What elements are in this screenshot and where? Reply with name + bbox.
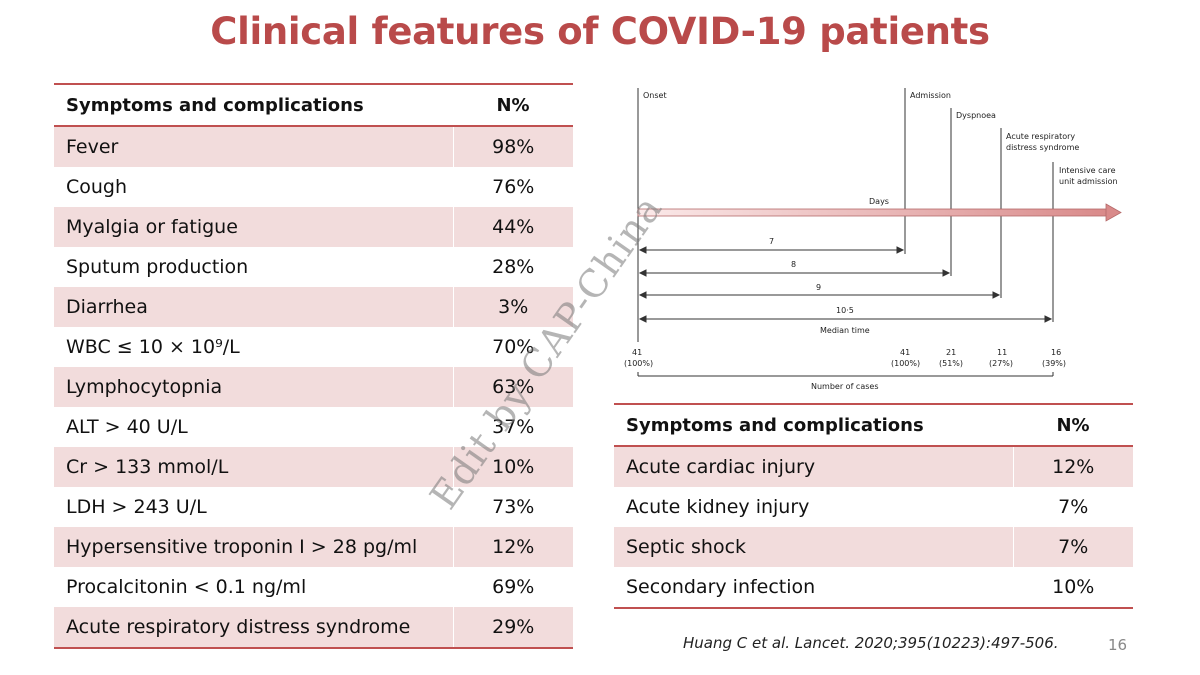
column-header-percent: N% [1056,414,1090,436]
row-label: Lymphocytopnia [54,367,453,407]
row-label: Myalgia or fatigue [54,207,453,247]
row-percent: 44% [452,207,573,247]
case-count-dyspnoea: 21 [946,348,956,357]
interval-dyspnoea: 8 [791,260,796,269]
table-row: Acute kidney injury 7% [614,487,1133,527]
row-percent: 12% [452,527,573,567]
row-percent: 29% [452,607,573,648]
table-header-row: Symptoms and complications N% [54,84,573,126]
table-row: Acute cardiac injury 12% [614,446,1133,487]
row-percent: 70% [452,327,573,367]
event-onset: Onset [643,91,667,100]
row-label: ALT > 40 U/L [66,416,188,438]
table-row: Fever 98% [54,126,573,167]
row-percent: 7% [1012,487,1133,527]
case-count-admission: 41 [900,348,910,357]
row-percent: 12% [1012,446,1133,487]
table-row: Cr > 133 mmol/L 10% [54,447,573,487]
event-ards-line2: distress syndrome [1006,143,1079,152]
table-row: Septic shock 7% [614,527,1133,567]
table-row: Acute respiratory distress syndrome 29% [54,607,573,648]
column-header-symptoms: Symptoms and complications [626,414,924,436]
row-label: Diarrhea [54,287,453,327]
column-header-symptoms: Symptoms and complications [66,94,364,116]
row-label: WBC ≤ 10 × 10⁹/L [66,336,240,358]
column-header-percent: N% [496,94,530,116]
case-pct-ards: (27%) [989,359,1013,368]
timeline-figure: Onset Admission Dyspnoea Acute respirato… [624,88,1122,391]
table-row: Myalgia or fatigue 44% [54,207,573,247]
row-label: LDH > 243 U/L [66,496,207,518]
page-number: 16 [1108,636,1128,654]
table-row: ALT > 40 U/L 37% [54,407,573,447]
event-icu-line1: Intensive care [1059,166,1116,175]
interval-admission: 7 [769,237,774,246]
row-percent: 63% [452,367,573,407]
row-percent: 10% [1012,567,1133,608]
row-label: Cr > 133 mmol/L [54,447,453,487]
row-percent: 98% [452,126,573,167]
event-icu-line2: unit admission [1059,177,1118,186]
row-percent: 69% [452,567,573,607]
row-percent: 3% [452,287,573,327]
case-pct-onset: (100%) [624,359,653,368]
case-pct-dyspnoea: (51%) [939,359,963,368]
row-label: Acute kidney injury [626,496,810,518]
case-count-ards: 11 [997,348,1007,357]
case-count-onset: 41 [632,348,642,357]
row-label: Sputum production [66,256,249,278]
table-row: LDH > 243 U/L 73% [54,487,573,527]
row-label: Acute cardiac injury [614,446,1013,487]
row-label: Procalcitonin < 0.1 ng/ml [66,576,307,598]
row-label: Secondary infection [626,576,816,598]
row-label: Acute respiratory distress syndrome [54,607,453,648]
interval-icu: 10·5 [836,306,854,315]
row-label: Fever [54,126,453,167]
row-percent: 28% [452,247,573,287]
page-title: Clinical features of COVID-19 patients [210,10,990,53]
table-header-row: Symptoms and complications N% [614,404,1133,446]
complications-table: Symptoms and complications N% Acute card… [614,403,1133,609]
row-percent: 7% [1012,527,1133,567]
table-row: WBC ≤ 10 × 10⁹/L 70% [54,327,573,367]
citation: Huang C et al. Lancet. 2020;395(10223):4… [683,634,1059,652]
number-of-cases-label: Number of cases [811,382,879,391]
table-row: Secondary infection 10% [614,567,1133,608]
case-pct-admission: (100%) [891,359,920,368]
case-count-icu: 16 [1051,348,1061,357]
row-percent: 10% [452,447,573,487]
row-percent: 73% [452,487,573,527]
median-time-label: Median time [820,326,870,335]
row-label: Hypersensitive troponin I > 28 pg/ml [54,527,453,567]
table-row: Lymphocytopnia 63% [54,367,573,407]
event-dyspnoea: Dyspnoea [956,111,996,120]
row-label: Septic shock [614,527,1013,567]
table-row: Sputum production 28% [54,247,573,287]
table-row: Cough 76% [54,167,573,207]
case-pct-icu: (39%) [1042,359,1066,368]
event-ards-line1: Acute respiratory [1006,132,1075,141]
table-row: Hypersensitive troponin I > 28 pg/ml 12% [54,527,573,567]
days-label: Days [869,197,889,206]
days-arrow-shaft [637,208,1109,217]
days-arrow-head [1105,203,1122,222]
row-percent: 37% [452,407,573,447]
clinical-features-table: Symptoms and complications N% Fever 98% Co… [54,83,573,649]
row-percent: 76% [452,167,573,207]
table-row: Procalcitonin < 0.1 ng/ml 69% [54,567,573,607]
row-label: Cough [66,176,128,198]
interval-ards: 9 [816,283,821,292]
event-admission: Admission [910,91,951,100]
table-row: Diarrhea 3% [54,287,573,327]
